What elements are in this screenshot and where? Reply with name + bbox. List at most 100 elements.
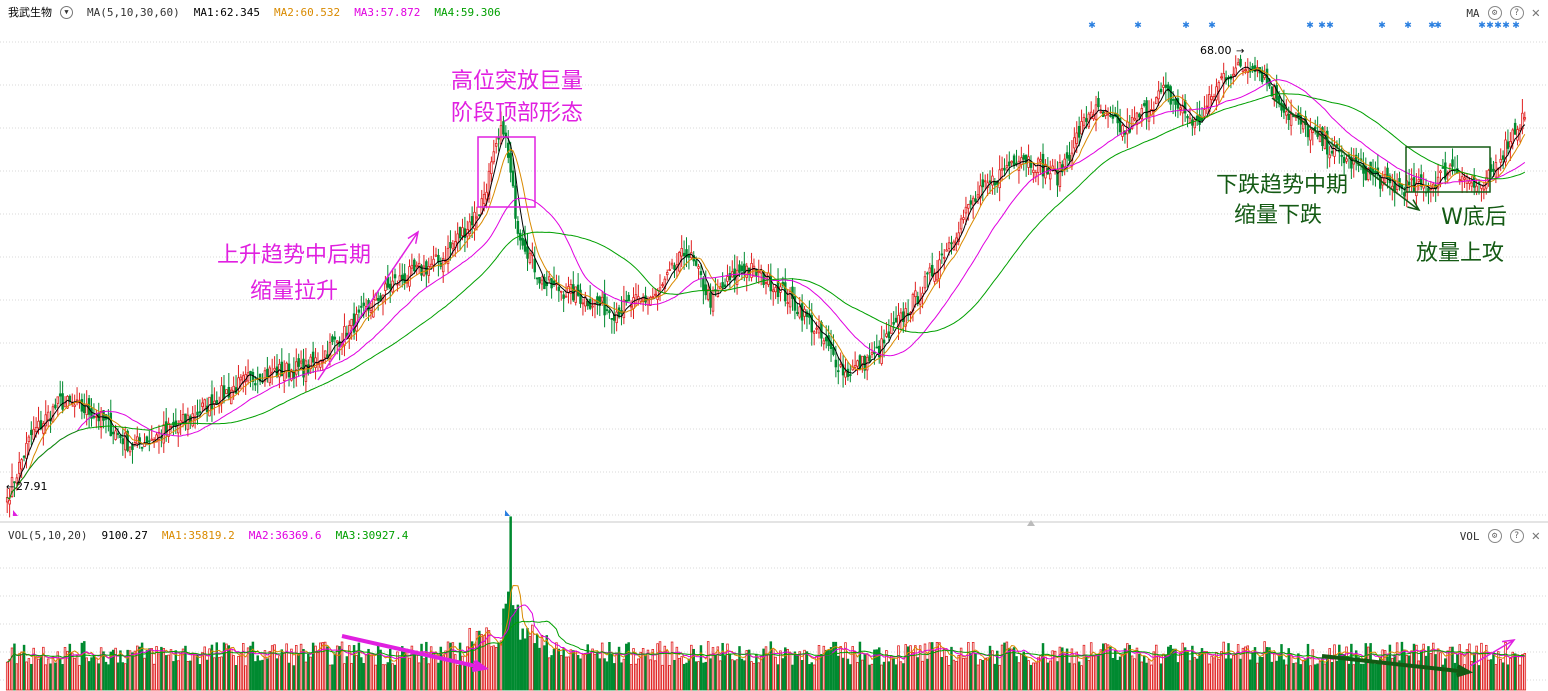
volume-bar bbox=[1417, 660, 1421, 691]
volume-bar bbox=[1362, 663, 1365, 691]
volume-bar bbox=[837, 655, 840, 691]
volume-bar bbox=[1398, 660, 1401, 691]
volume-bar bbox=[225, 643, 228, 691]
volume-bar bbox=[1140, 661, 1144, 691]
volume-bar bbox=[1383, 650, 1387, 691]
volume-bar bbox=[680, 656, 683, 691]
candle-body bbox=[875, 346, 879, 349]
volume-bar bbox=[451, 642, 455, 691]
gear-icon[interactable]: ⚙ bbox=[1487, 529, 1502, 543]
candle-body bbox=[335, 340, 339, 343]
candle-body bbox=[950, 242, 953, 245]
volume-bar bbox=[83, 641, 86, 691]
volume-bar bbox=[586, 644, 589, 691]
volume-bar bbox=[661, 664, 664, 691]
volume-bar bbox=[567, 656, 570, 691]
candle-body bbox=[552, 280, 556, 285]
volume-bar bbox=[311, 642, 315, 691]
volume-bar bbox=[1340, 653, 1343, 691]
ma-settings-label[interactable]: MA bbox=[1466, 6, 1480, 20]
candle-body bbox=[945, 249, 948, 252]
volume-bar bbox=[593, 653, 597, 691]
candle-body bbox=[1318, 131, 1322, 143]
volume-bar bbox=[1123, 648, 1127, 691]
candle-body bbox=[1135, 112, 1139, 125]
volume-bar bbox=[1041, 643, 1045, 691]
volume-bar bbox=[1253, 647, 1257, 691]
candle-body bbox=[673, 265, 676, 270]
volume-bar bbox=[85, 657, 88, 691]
candle-body bbox=[786, 302, 789, 304]
volume-bar bbox=[967, 642, 970, 691]
volume-bar bbox=[1075, 651, 1078, 691]
volume-bar bbox=[352, 645, 356, 691]
gear-icon[interactable]: ⚙ bbox=[1487, 6, 1502, 20]
candle-body bbox=[882, 339, 886, 344]
volume-bar bbox=[1492, 652, 1495, 691]
candle-body bbox=[706, 289, 710, 300]
volume-bar bbox=[600, 642, 604, 691]
signal-star-icon: ✱ bbox=[1318, 21, 1326, 31]
volume-bar bbox=[391, 663, 394, 691]
candle-body bbox=[434, 254, 438, 257]
candle-body bbox=[427, 266, 431, 276]
candle-body bbox=[8, 499, 11, 505]
volume-ma-lines bbox=[6, 584, 1525, 664]
volume-bar bbox=[1472, 653, 1476, 691]
candle-body bbox=[266, 368, 269, 378]
volume-bar bbox=[213, 657, 216, 691]
candle-body bbox=[487, 170, 491, 200]
help-icon[interactable]: ? bbox=[1509, 529, 1524, 543]
volume-bar bbox=[490, 646, 493, 691]
ma1-reading: MA1:62.345 bbox=[193, 5, 260, 19]
candle-body bbox=[752, 265, 756, 270]
candle-body bbox=[661, 284, 664, 287]
candle-body bbox=[1205, 105, 1209, 108]
help-icon[interactable]: ? bbox=[1509, 6, 1524, 20]
candle-body bbox=[37, 420, 40, 429]
candle-body bbox=[1236, 62, 1240, 66]
candle-body bbox=[1335, 144, 1339, 147]
volume-bar bbox=[66, 650, 69, 691]
volume-bar bbox=[851, 646, 854, 691]
volume-bar bbox=[1282, 659, 1286, 691]
chevron-down-icon[interactable]: ▼ bbox=[60, 5, 73, 19]
candle-body bbox=[1244, 69, 1247, 72]
annotation-w-bottom-line1: W底后 bbox=[1441, 205, 1507, 230]
panel-resize-icon[interactable] bbox=[1027, 520, 1035, 526]
candle-body bbox=[1275, 84, 1278, 101]
w-bottom-box bbox=[1405, 146, 1491, 193]
signal-star-icon: ✱ bbox=[1378, 21, 1386, 31]
candle-body bbox=[128, 446, 132, 453]
volume-bar bbox=[846, 658, 850, 691]
volume-bar bbox=[1128, 644, 1131, 691]
volume-bar bbox=[1463, 664, 1466, 691]
volume-bar bbox=[131, 652, 134, 691]
volume-bar bbox=[18, 653, 21, 691]
close-icon[interactable]: ✕ bbox=[1531, 528, 1540, 544]
volume-bar bbox=[499, 640, 503, 691]
volume-bar bbox=[776, 664, 780, 691]
volume-bar bbox=[295, 645, 298, 691]
volume-bar bbox=[827, 650, 830, 691]
candle-body bbox=[386, 277, 390, 288]
volume-bar bbox=[1248, 659, 1252, 691]
volume-bars bbox=[5, 516, 1527, 691]
candle-body bbox=[668, 269, 671, 271]
candle-body bbox=[42, 423, 45, 434]
volume-bar bbox=[646, 649, 650, 691]
close-icon[interactable]: ✕ bbox=[1531, 5, 1540, 21]
volume-bar bbox=[220, 656, 223, 691]
vol-settings-label[interactable]: VOL bbox=[1459, 529, 1480, 543]
candle-body bbox=[1073, 137, 1076, 149]
candle-body bbox=[1518, 127, 1522, 131]
volume-bar bbox=[1183, 647, 1187, 691]
candle-body bbox=[663, 278, 667, 290]
candle-body bbox=[964, 206, 968, 214]
volume-bar bbox=[335, 645, 339, 691]
candle-body bbox=[1010, 160, 1013, 164]
candle-body bbox=[295, 361, 298, 375]
candle-body bbox=[210, 394, 214, 410]
volume-bar bbox=[1323, 663, 1327, 691]
